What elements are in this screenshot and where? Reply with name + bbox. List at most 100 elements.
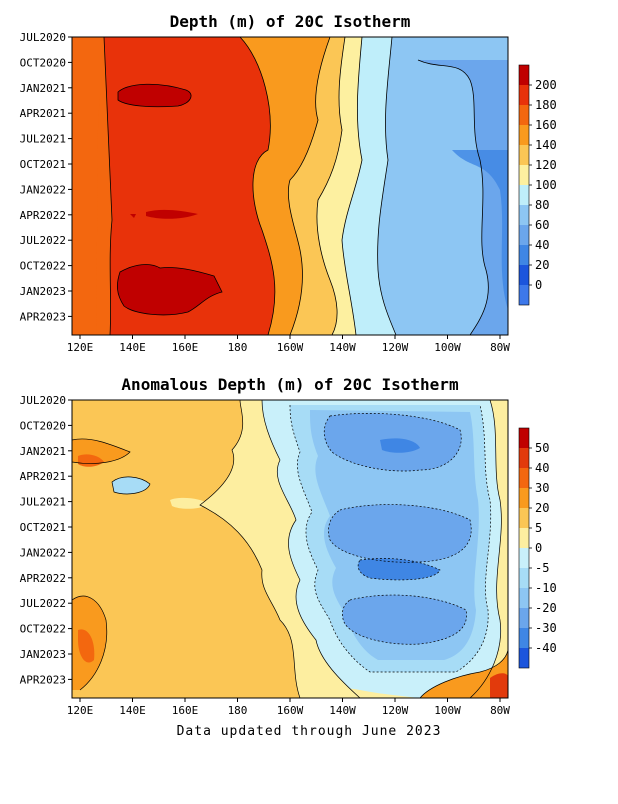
y-tick-label: JUL2021 [20, 133, 66, 146]
y-tick-label: OCT2020 [20, 419, 66, 432]
colorbar-swatch [519, 588, 529, 608]
x-tick-label: 120E [67, 704, 94, 717]
depth-chart-title: Depth (m) of 20C Isotherm [170, 12, 411, 31]
colorbar-swatch [519, 225, 529, 245]
colorbar-label: 30 [535, 481, 549, 495]
y-tick-label: JAN2022 [20, 183, 66, 196]
colorbar-label: 0 [535, 541, 542, 555]
colorbar-label: -20 [535, 601, 557, 615]
x-tick-label: 180 [228, 341, 248, 354]
footer-note: Data updated through June 2023 [176, 724, 442, 739]
colorbar-swatch [519, 648, 529, 668]
x-tick-label: 80W [490, 704, 510, 717]
x-tick-label: 160W [277, 704, 304, 717]
colorbar-swatch [519, 105, 529, 125]
colorbar-swatch [519, 508, 529, 528]
colorbar-swatch [519, 608, 529, 628]
colorbar-label: 20 [535, 258, 549, 272]
x-tick-label: 80W [490, 341, 510, 354]
y-tick-label: JAN2023 [20, 648, 66, 661]
colorbar-label: 100 [535, 178, 557, 192]
colorbar-swatch [519, 265, 529, 285]
y-tick-label: JAN2022 [20, 546, 66, 559]
y-tick-label: OCT2021 [20, 158, 66, 171]
colorbar-swatch [519, 285, 529, 305]
colorbar-swatch [519, 125, 529, 145]
colorbar-label: 0 [535, 278, 542, 292]
colorbar-label: -10 [535, 581, 557, 595]
y-tick-label: JUL2021 [20, 496, 66, 509]
colorbar-label: 60 [535, 218, 549, 232]
depth-axes: JUL2020 OCT2020 JAN2021 APR2021 JUL2021 OCT20… [20, 31, 511, 354]
x-tick-label: 160E [172, 341, 199, 354]
x-tick-label: 100W [434, 704, 461, 717]
colorbar-swatch [519, 245, 529, 265]
y-tick-label: JAN2021 [20, 82, 66, 95]
colorbar-swatch [519, 448, 529, 468]
x-tick-label: 140E [119, 704, 146, 717]
depth-field [72, 37, 508, 335]
colorbar-label: 120 [535, 158, 557, 172]
y-tick-label: JUL2020 [20, 31, 66, 44]
y-tick-label: APR2021 [20, 107, 66, 120]
colorbar-label: -5 [535, 561, 549, 575]
anomaly-chart: Anomalous Depth (m) of 20C Isotherm [20, 375, 557, 717]
colorbar-label: 160 [535, 118, 557, 132]
x-tick-label: 140W [329, 704, 356, 717]
anomaly-field [72, 400, 508, 698]
colorbar-label: 20 [535, 501, 549, 515]
x-tick-label: 120E [67, 341, 94, 354]
colorbar-label: -40 [535, 641, 557, 655]
colorbar-swatch [519, 165, 529, 185]
colorbar-label: 140 [535, 138, 557, 152]
colorbar-swatch [519, 548, 529, 568]
y-tick-label: JAN2023 [20, 285, 66, 298]
colorbar-swatch [519, 528, 529, 548]
y-tick-label: APR2023 [20, 673, 66, 686]
x-tick-label: 100W [434, 341, 461, 354]
x-tick-label: 120W [382, 704, 409, 717]
colorbar-label: 180 [535, 98, 557, 112]
x-tick-label: 160E [172, 704, 199, 717]
y-tick-label: JUL2022 [20, 597, 66, 610]
colorbar-label: 80 [535, 198, 549, 212]
depth-chart: Depth (m) of 20C Isotherm [20, 12, 557, 354]
x-tick-label: 120W [382, 341, 409, 354]
colorbar-swatch [519, 185, 529, 205]
colorbar-swatch [519, 428, 529, 448]
colorbar-label: 40 [535, 238, 549, 252]
y-tick-label: APR2023 [20, 310, 66, 323]
colorbar-label: 50 [535, 441, 549, 455]
colorbar-label: 5 [535, 521, 542, 535]
x-tick-label: 180 [228, 704, 248, 717]
y-tick-label: APR2022 [20, 209, 66, 222]
y-tick-label: OCT2022 [20, 260, 66, 273]
colorbar-label: 40 [535, 461, 549, 475]
y-tick-label: JUL2020 [20, 394, 66, 407]
y-tick-label: APR2021 [20, 470, 66, 483]
colorbar-swatch [519, 628, 529, 648]
y-tick-label: OCT2021 [20, 521, 66, 534]
x-tick-label: 140W [329, 341, 356, 354]
colorbar-swatch [519, 145, 529, 165]
anomaly-chart-title: Anomalous Depth (m) of 20C Isotherm [121, 375, 459, 394]
x-tick-label: 140E [119, 341, 146, 354]
y-tick-label: APR2022 [20, 572, 66, 585]
x-tick-label: 160W [277, 341, 304, 354]
y-tick-label: JUL2022 [20, 234, 66, 247]
anomaly-axes: JUL2020 OCT2020 JAN2021 APR2021 JUL2021 OCT20… [20, 394, 511, 717]
colorbar-label: -30 [535, 621, 557, 635]
colorbar-swatch [519, 65, 529, 85]
colorbar-swatch [519, 468, 529, 488]
colorbar-label: 200 [535, 78, 557, 92]
y-tick-label: JAN2021 [20, 445, 66, 458]
y-tick-label: OCT2020 [20, 56, 66, 69]
colorbar-swatch [519, 85, 529, 105]
colorbar-swatch [519, 205, 529, 225]
colorbar-swatch [519, 568, 529, 588]
y-tick-label: OCT2022 [20, 623, 66, 636]
colorbar-swatch [519, 488, 529, 508]
